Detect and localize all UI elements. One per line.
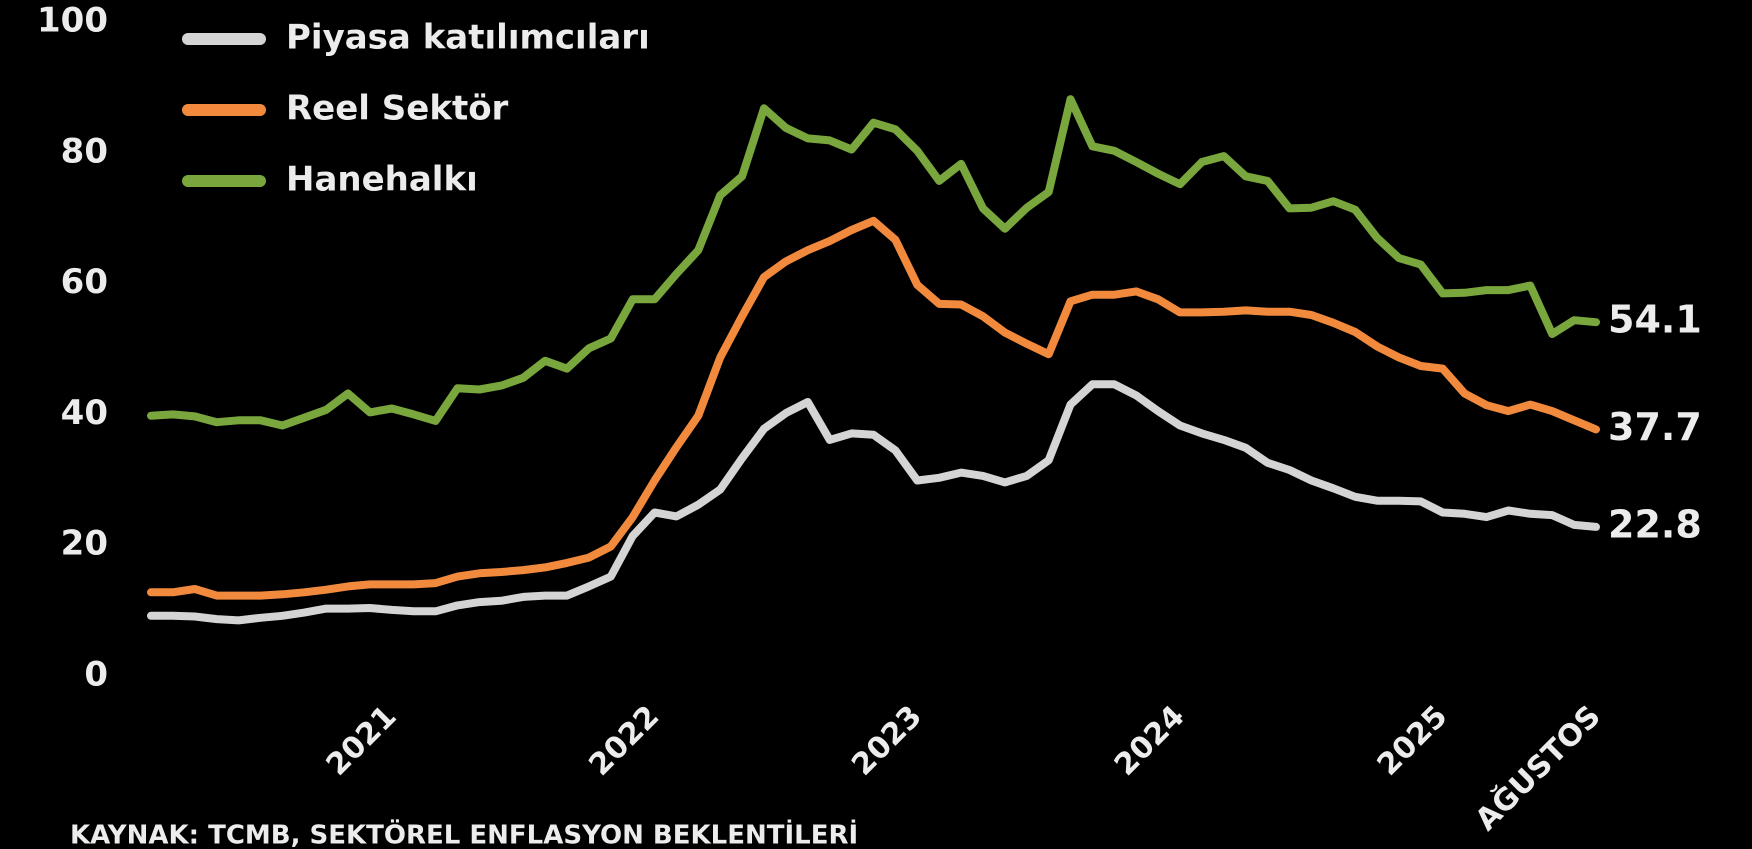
x-tick-label: AĞUSTOS: [1467, 698, 1607, 838]
y-tick-label: 60: [61, 262, 108, 302]
y-tick-label: 40: [61, 393, 108, 433]
series-line: [147, 95, 1600, 430]
end-value-label: 37.7: [1608, 405, 1702, 449]
source-note: KAYNAK: TCMB, SEKTÖREL ENFLASYON BEKLENT…: [70, 818, 858, 849]
legend-label: Piyasa katılımcıları: [286, 18, 650, 58]
x-tick-label: 2024: [1108, 699, 1192, 783]
x-tick-label: 2025: [1371, 699, 1455, 783]
series-line: [147, 216, 1600, 600]
series-line: [147, 380, 1600, 625]
x-tick-label: 2022: [582, 699, 666, 783]
x-tick-label: 2021: [320, 699, 404, 783]
y-tick-label: 20: [61, 524, 108, 564]
y-tick-label: 0: [84, 655, 108, 695]
y-tick-label: 100: [37, 1, 108, 41]
end-value-label: 22.8: [1608, 502, 1702, 546]
y-tick-label: 80: [61, 131, 108, 171]
legend-label: Reel Sektör: [286, 89, 509, 129]
end-value-label: 54.1: [1608, 298, 1702, 342]
legend-label: Hanehalkı: [286, 160, 478, 200]
x-tick-label: 2023: [845, 699, 929, 783]
